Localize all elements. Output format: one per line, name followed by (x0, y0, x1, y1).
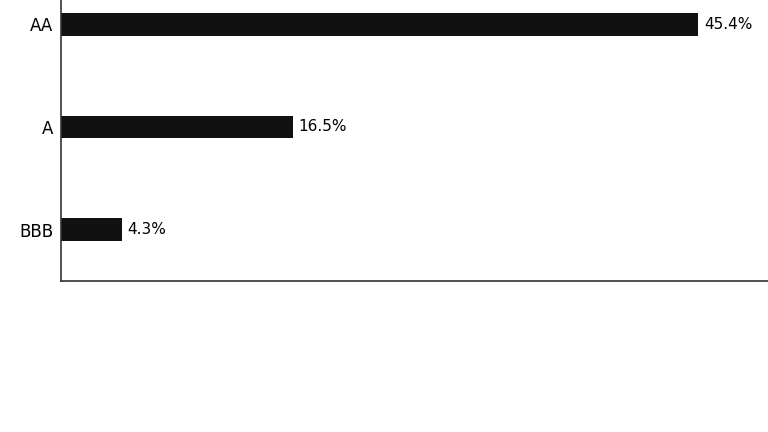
Text: 4.3%: 4.3% (127, 222, 166, 237)
Bar (61, 13, 698, 35)
Text: 45.4%: 45.4% (704, 17, 753, 32)
Text: 16.5%: 16.5% (299, 119, 347, 134)
Bar (61, 116, 293, 138)
Bar (61, 218, 122, 241)
